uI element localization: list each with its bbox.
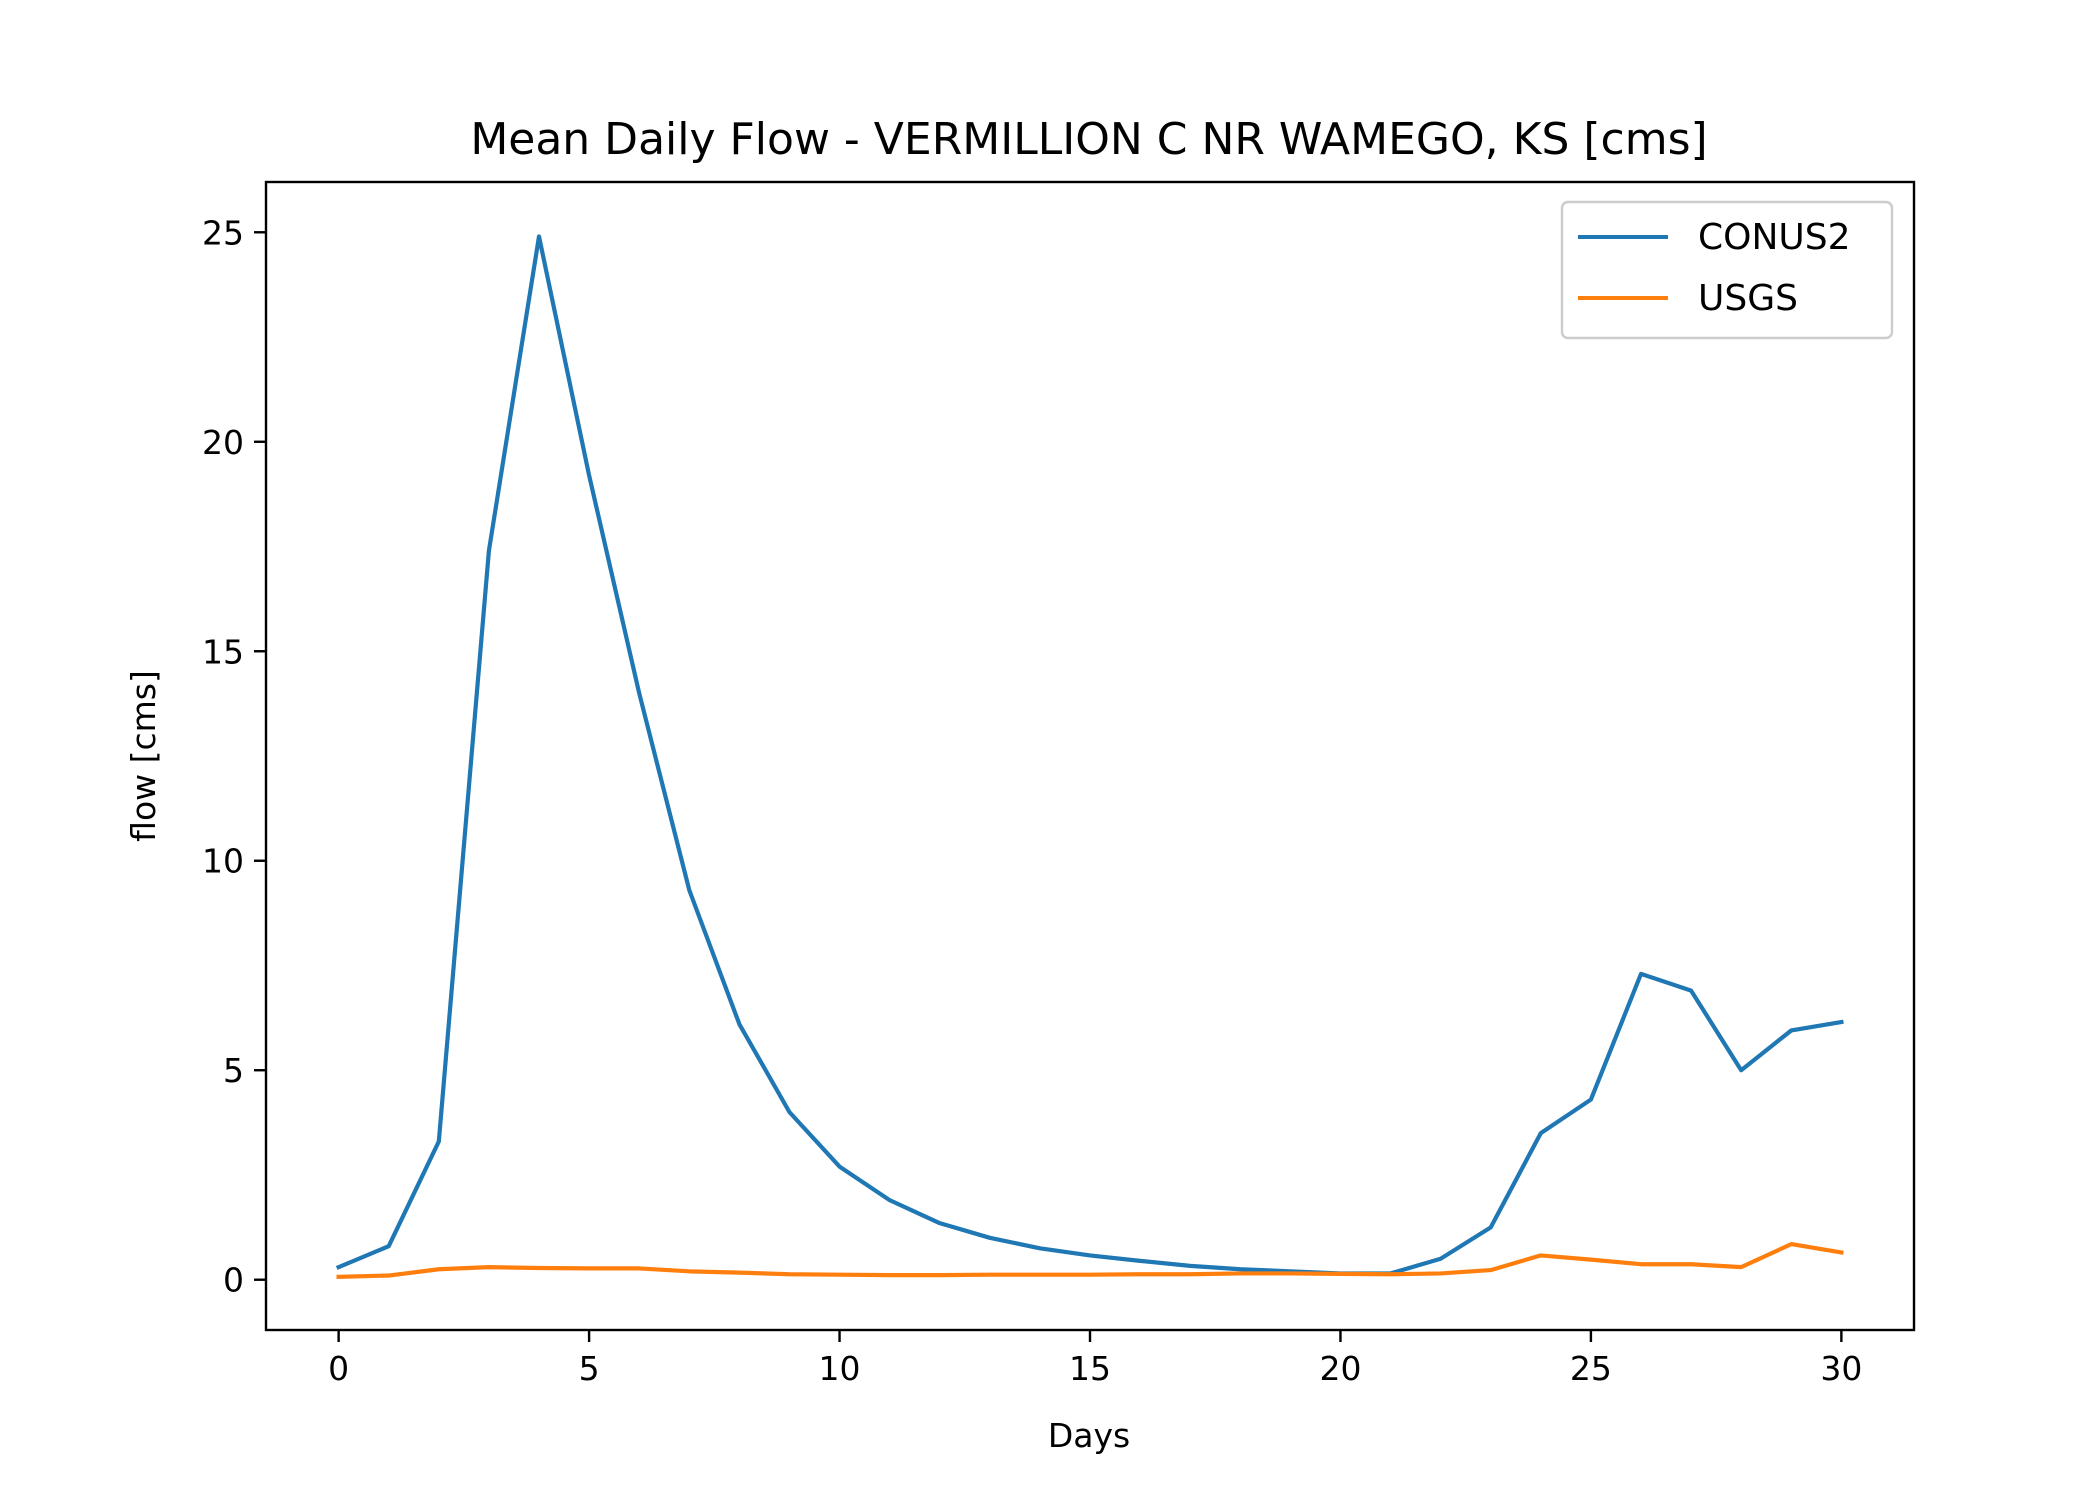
series-line-usgs <box>336 1242 1844 1279</box>
x-axis-title: Days <box>1048 1416 1130 1455</box>
y-tick-label: 20 <box>202 423 244 462</box>
x-tick-label: 0 <box>328 1349 349 1388</box>
y-tick-label: 0 <box>223 1261 244 1300</box>
y-tick-label: 25 <box>202 213 244 252</box>
y-axis: 0 5 10 15 20 25 <box>202 213 266 1300</box>
legend-label-usgs: USGS <box>1698 278 1798 319</box>
y-axis-title: flow [cms] <box>124 670 163 842</box>
legend-label-conus2: CONUS2 <box>1698 217 1851 258</box>
x-tick-label: 5 <box>579 1349 600 1388</box>
series-layer <box>335 234 1844 1279</box>
x-tick-label: 20 <box>1319 1349 1361 1388</box>
x-tick-label: 25 <box>1570 1349 1612 1388</box>
y-tick-label: 5 <box>223 1051 244 1090</box>
chart-title: Mean Daily Flow - VERMILLION C NR WAMEGO… <box>470 114 1707 165</box>
x-axis: 0 5 10 15 20 25 30 <box>328 1330 1862 1388</box>
y-tick-label: 10 <box>202 842 244 881</box>
series-line-conus2 <box>335 234 1844 1276</box>
y-tick-label: 15 <box>202 632 244 671</box>
x-tick-label: 10 <box>819 1349 861 1388</box>
x-tick-label: 15 <box>1069 1349 1111 1388</box>
x-tick-label: 30 <box>1820 1349 1862 1388</box>
legend: CONUS2 USGS <box>1560 200 1894 340</box>
